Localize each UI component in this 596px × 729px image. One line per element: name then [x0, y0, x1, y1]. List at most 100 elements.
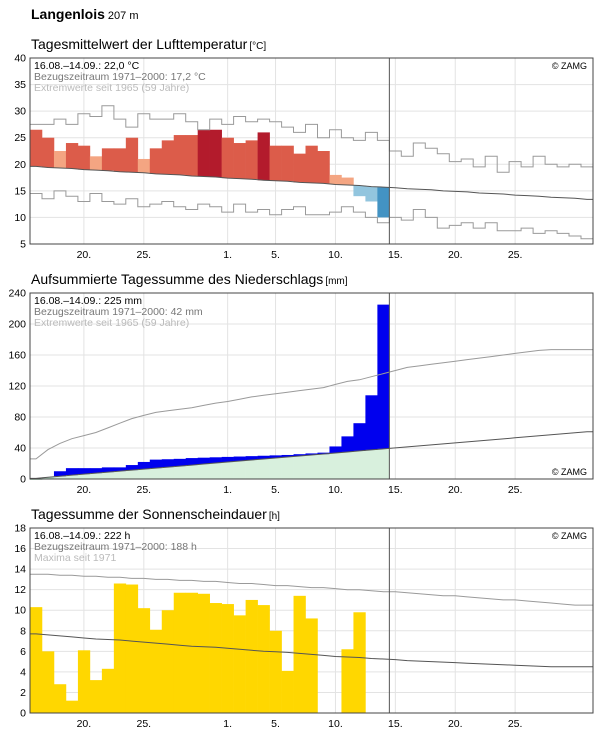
- y-tick-label: 0: [20, 708, 26, 720]
- sunshine-bar: [293, 595, 306, 713]
- temperature-bar: [185, 135, 199, 176]
- y-tick-label: 4: [20, 666, 26, 678]
- sunshine-bar: [101, 668, 115, 713]
- y-tick-label: 6: [20, 646, 26, 658]
- x-tick-label: 5.: [271, 718, 280, 729]
- sunshine-bar: [269, 630, 282, 713]
- precip-bar: [197, 457, 210, 465]
- y-tick-label: 160: [8, 350, 26, 362]
- summary-records: Maxima seit 1971: [34, 552, 116, 564]
- precip-bar: [161, 459, 175, 468]
- temperature-bar: [281, 145, 294, 182]
- sunshine-bar: [245, 599, 258, 713]
- x-tick-label: 10.: [328, 484, 343, 496]
- min-record-line: [30, 190, 593, 240]
- precip-base-bar: [341, 451, 354, 479]
- y-tick-label: 25: [14, 132, 26, 144]
- precip-bar: [341, 436, 354, 452]
- station-header: Langenlois 207 m: [31, 6, 138, 22]
- x-tick-label: 5.: [271, 484, 280, 496]
- precip-base-bar: [101, 472, 115, 479]
- sunshine-bar: [53, 684, 67, 713]
- temperature-bar: [305, 145, 318, 183]
- x-tick-label: 15.: [388, 249, 403, 261]
- temperature-bar: [137, 158, 151, 173]
- sunshine-bar: [41, 651, 55, 713]
- normal-line: [30, 431, 593, 479]
- sunshine-bar: [221, 604, 234, 713]
- plot-frame: [29, 527, 594, 714]
- y-tick-label: 240: [8, 288, 26, 300]
- sunshine-bar: [113, 583, 127, 713]
- temperature-bar: [149, 148, 163, 174]
- precip-bar: [53, 471, 67, 477]
- precip-bar: [329, 446, 342, 453]
- temperature-bar: [245, 140, 258, 180]
- precip-bar: [269, 455, 282, 458]
- precip-base-bar: [365, 449, 378, 479]
- precipitation-panel: [29, 292, 594, 480]
- precip-bar: [233, 456, 246, 462]
- temperature-bar: [161, 140, 175, 175]
- precip-base-bar: [125, 470, 139, 479]
- precip-base-bar: [65, 475, 79, 479]
- temperature-bar: [53, 151, 67, 169]
- precip-base-bar: [53, 476, 67, 479]
- precip-base-bar: [209, 463, 222, 479]
- x-tick-label: 20.: [448, 718, 463, 729]
- zamg-credit: © ZAMG: [552, 531, 587, 541]
- station-name: Langenlois: [31, 6, 105, 22]
- y-tick-label: 10: [14, 605, 26, 617]
- precip-base-bar: [269, 457, 282, 479]
- precip-bar: [209, 457, 222, 464]
- sunshine-bar: [173, 592, 187, 713]
- zamg-credit: © ZAMG: [552, 61, 587, 71]
- temperature-bar: [317, 151, 330, 184]
- sunshine-bar: [233, 615, 246, 713]
- precip-bar: [305, 453, 318, 455]
- precip-bar: [257, 455, 270, 460]
- precip-base-bar: [113, 471, 127, 479]
- max-record-line: [30, 349, 593, 460]
- normal-line: [30, 165, 593, 200]
- precip-base-bar: [305, 454, 318, 479]
- temperature-bar: [89, 156, 103, 171]
- x-tick-label: 20.: [448, 484, 463, 496]
- summary-records: Extremwerte seit 1965 (59 Jahre): [34, 317, 189, 329]
- y-tick-label: 12: [14, 584, 26, 596]
- y-tick-label: 40: [14, 53, 26, 65]
- x-tick-label: 15.: [388, 718, 403, 729]
- station-elevation: 207 m: [107, 10, 139, 22]
- precip-bar: [125, 465, 139, 471]
- temperature-bar: [221, 137, 234, 179]
- precip-base-bar: [197, 464, 210, 479]
- sunshine-bar: [30, 607, 43, 713]
- normal-line: [30, 633, 593, 668]
- y-tick-label: 35: [14, 79, 26, 91]
- x-tick-label: 25.: [136, 249, 151, 261]
- precip-bar: [41, 477, 55, 479]
- precip-bar: [245, 456, 258, 461]
- x-tick-label: 10.: [328, 249, 343, 261]
- sunshine-panel: [29, 527, 594, 714]
- temperature-bar: [209, 129, 222, 178]
- precip-base-bar: [281, 456, 294, 479]
- precip-base-bar: [257, 459, 270, 479]
- summary-records: Extremwerte seit 1965 (59 Jahre): [34, 82, 189, 94]
- temperature-bar: [341, 177, 354, 186]
- sunshine-panel-title: Tagessumme der Sonnenscheindauer [h]: [31, 506, 280, 522]
- precip-bar: [137, 461, 151, 470]
- x-tick-label: 25.: [508, 718, 523, 729]
- summary-normal: Bezugszeitraum 1971–2000: 188 h: [34, 541, 197, 553]
- precip-base-bar: [149, 468, 163, 479]
- y-tick-label: 80: [14, 412, 26, 424]
- temperature-bar: [30, 129, 43, 167]
- x-tick-label: 25.: [508, 249, 523, 261]
- zamg-credit: © ZAMG: [552, 467, 587, 477]
- x-tick-label: 10.: [328, 718, 343, 729]
- precip-base-bar: [221, 462, 234, 479]
- summary-normal: Bezugszeitraum 1971–2000: 17,2 °C: [34, 71, 206, 83]
- precip-bar: [353, 423, 366, 451]
- y-tick-label: 20: [14, 159, 26, 171]
